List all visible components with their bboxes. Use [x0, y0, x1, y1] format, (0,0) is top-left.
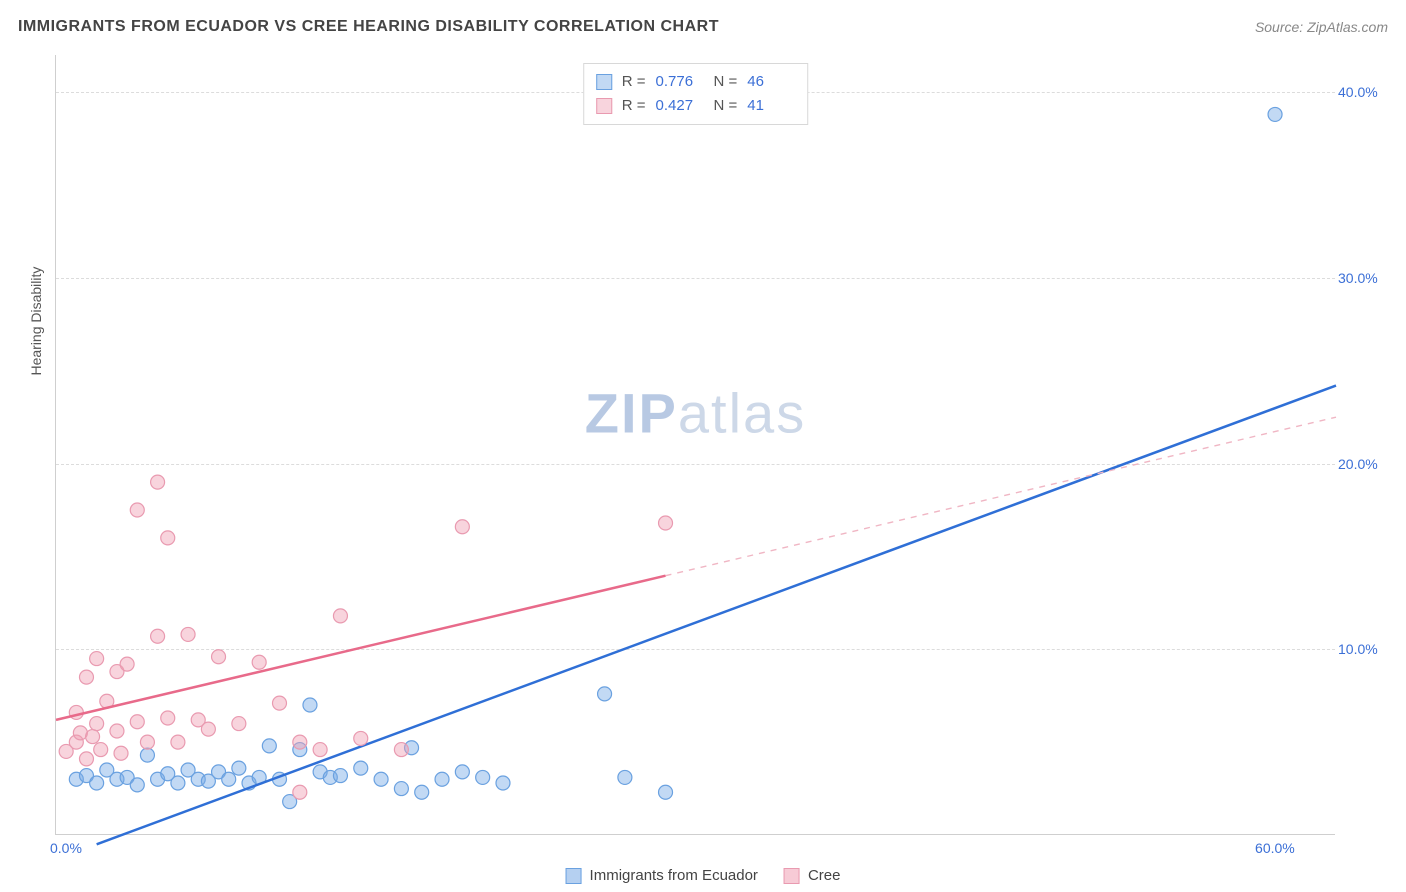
scatter-point: [79, 752, 93, 766]
legend-label: Cree: [808, 867, 841, 884]
chart-plot-area: ZIPatlas 10.0%20.0%30.0%40.0% R =0.776N …: [55, 55, 1335, 835]
legend-label: Immigrants from Ecuador: [590, 867, 758, 884]
legend-swatch: [566, 868, 582, 884]
r-value: 0.427: [656, 94, 704, 118]
scatter-point: [374, 772, 388, 786]
scatter-point: [354, 731, 368, 745]
regression-line: [56, 576, 666, 720]
y-tick-label: 40.0%: [1338, 84, 1393, 100]
r-value: 0.776: [656, 70, 704, 94]
scatter-point: [110, 724, 124, 738]
n-label: N =: [714, 94, 738, 118]
scatter-point: [90, 717, 104, 731]
y-tick-label: 10.0%: [1338, 641, 1393, 657]
scatter-point: [303, 698, 317, 712]
legend-item: Cree: [784, 867, 841, 884]
scatter-point: [1268, 107, 1282, 121]
scatter-point: [659, 516, 673, 530]
scatter-point: [262, 739, 276, 753]
scatter-point: [114, 746, 128, 760]
scatter-point: [252, 655, 266, 669]
scatter-point: [151, 629, 165, 643]
n-value: 46: [747, 70, 795, 94]
legend-swatch: [784, 868, 800, 884]
x-tick-label: 60.0%: [1255, 840, 1295, 856]
scatter-point: [79, 670, 93, 684]
scatter-point: [455, 520, 469, 534]
y-axis-label: Hearing Disability: [28, 267, 44, 376]
r-label: R =: [622, 70, 646, 94]
scatter-point: [415, 785, 429, 799]
stats-legend: R = 0.776 N = 46 R = 0.427 N = 41: [583, 63, 809, 125]
x-tick-label: 0.0%: [50, 840, 82, 856]
scatter-point: [90, 652, 104, 666]
scatter-point: [272, 696, 286, 710]
stats-legend-row: R = 0.427 N = 41: [596, 94, 796, 118]
scatter-point: [140, 748, 154, 762]
scatter-point: [455, 765, 469, 779]
scatter-point: [171, 735, 185, 749]
scatter-point: [130, 503, 144, 517]
regression-line-extrapolated: [666, 417, 1336, 576]
scatter-point: [293, 735, 307, 749]
scatter-plot-svg: [56, 55, 1335, 834]
scatter-point: [333, 769, 347, 783]
regression-line: [97, 386, 1336, 845]
scatter-point: [171, 776, 185, 790]
scatter-point: [120, 657, 134, 671]
stats-legend-row: R = 0.776 N = 46: [596, 70, 796, 94]
scatter-point: [90, 776, 104, 790]
scatter-point: [130, 715, 144, 729]
scatter-point: [394, 782, 408, 796]
scatter-point: [94, 743, 108, 757]
scatter-point: [496, 776, 510, 790]
legend-item: Immigrants from Ecuador: [566, 867, 758, 884]
source-attribution: Source: ZipAtlas.com: [1255, 19, 1388, 35]
scatter-point: [181, 627, 195, 641]
scatter-point: [598, 687, 612, 701]
scatter-point: [130, 778, 144, 792]
r-label: R =: [622, 94, 646, 118]
scatter-point: [140, 735, 154, 749]
scatter-point: [212, 650, 226, 664]
y-tick-label: 20.0%: [1338, 456, 1393, 472]
scatter-point: [232, 717, 246, 731]
n-value: 41: [747, 94, 795, 118]
page-title: IMMIGRANTS FROM ECUADOR VS CREE HEARING …: [18, 18, 719, 36]
scatter-point: [151, 475, 165, 489]
scatter-point: [659, 785, 673, 799]
scatter-point: [222, 772, 236, 786]
scatter-point: [161, 711, 175, 725]
scatter-point: [86, 730, 100, 744]
scatter-point: [394, 743, 408, 757]
y-tick-label: 30.0%: [1338, 270, 1393, 286]
scatter-point: [232, 761, 246, 775]
scatter-point: [293, 785, 307, 799]
scatter-point: [618, 770, 632, 784]
scatter-point: [435, 772, 449, 786]
scatter-point: [354, 761, 368, 775]
n-label: N =: [714, 70, 738, 94]
source-prefix: Source:: [1255, 19, 1307, 35]
scatter-point: [161, 531, 175, 545]
legend-swatch: [596, 74, 612, 90]
bottom-legend: Immigrants from Ecuador Cree: [566, 867, 841, 884]
scatter-point: [313, 743, 327, 757]
source-name: ZipAtlas.com: [1307, 19, 1388, 35]
legend-swatch: [596, 98, 612, 114]
scatter-point: [201, 722, 215, 736]
scatter-point: [333, 609, 347, 623]
scatter-point: [476, 770, 490, 784]
